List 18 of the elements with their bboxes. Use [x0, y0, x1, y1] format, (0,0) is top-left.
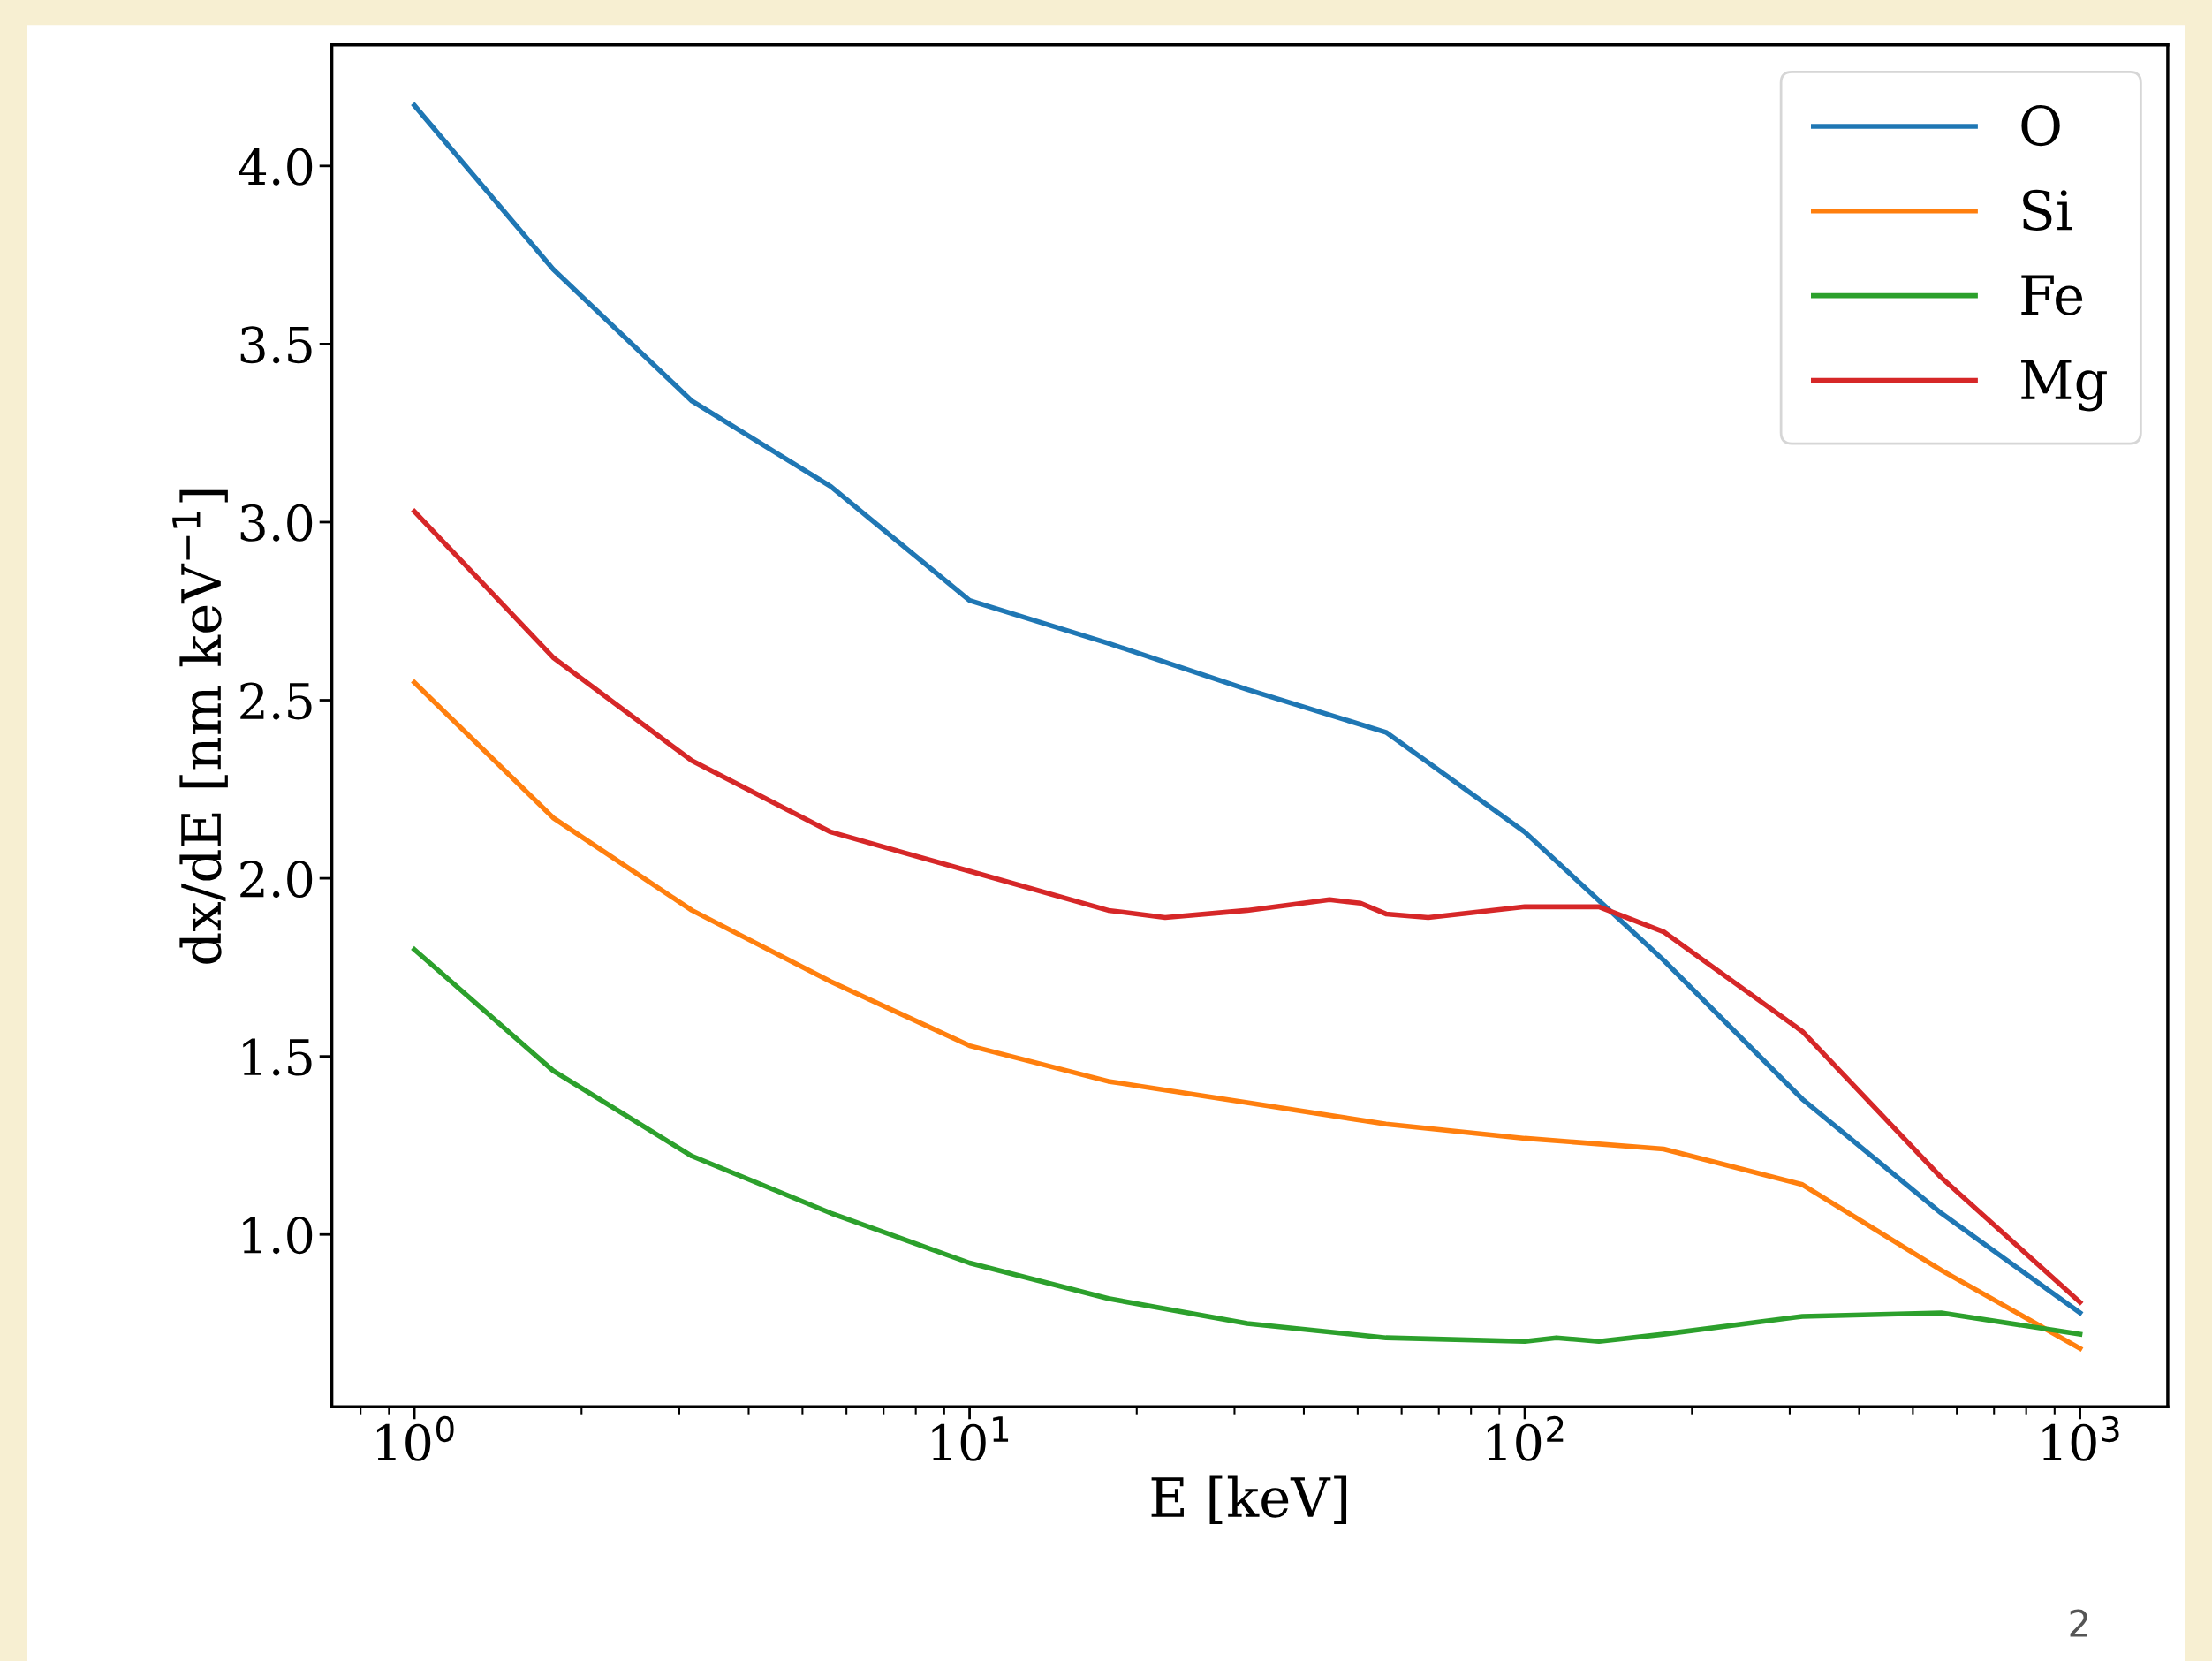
y-tick-label: 3.5: [240, 326, 312, 364]
y-tick-label: 4.0: [239, 148, 313, 186]
legend-label: O: [2021, 105, 2060, 147]
y-tick-label: 2.5: [240, 682, 312, 720]
legend-label: Si: [2023, 189, 2072, 231]
x-tick-label: 10$^{1}$: [932, 1416, 1009, 1461]
y-tick-label: 1.5: [243, 1038, 312, 1076]
y-axis-title: dx/dE [nm keV$^{−1}$]: [172, 489, 228, 964]
legend-label: Mg: [2021, 360, 2107, 412]
x-tick-label: 10$^{3}$: [2042, 1415, 2119, 1461]
x-tick-label: 10$^{2}$: [1487, 1415, 1564, 1461]
x-tick-label: 10$^{0}$: [376, 1415, 454, 1461]
legend-label: Fe: [2021, 275, 2083, 315]
x-axis-title: E [keV]: [1151, 1475, 1347, 1524]
y-tick-label: 2.0: [240, 860, 313, 898]
text: 2: [2070, 1609, 2087, 1637]
y-tick-label: 3.0: [240, 504, 313, 542]
y-tick-label: 1.0: [243, 1217, 313, 1255]
